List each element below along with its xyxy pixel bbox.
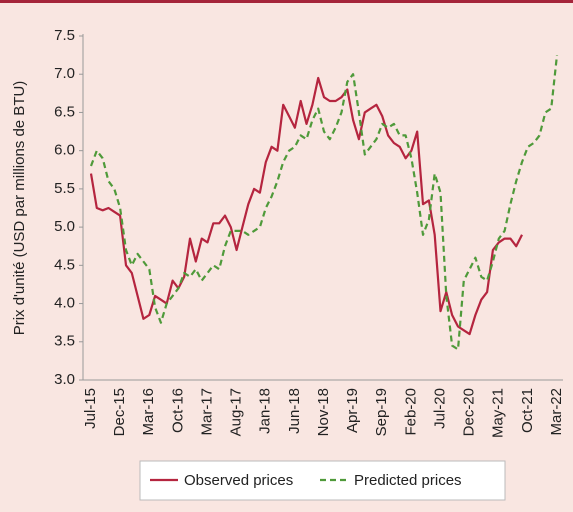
y-tick-label: 4.5 xyxy=(54,256,75,273)
x-tick-label: Mar-17 xyxy=(198,388,215,436)
x-tick-label: Aug-17 xyxy=(228,388,245,436)
series-line xyxy=(89,54,559,351)
y-tick-label: 3.5 xyxy=(54,333,75,350)
x-tick-label: Feb-20 xyxy=(402,388,419,436)
x-tick-label: May-21 xyxy=(490,388,507,438)
x-tick-label: Dec-20 xyxy=(461,388,478,436)
x-tick-label: Jun-18 xyxy=(286,388,303,434)
y-tick-label: 7.0 xyxy=(54,65,75,82)
top-border xyxy=(0,0,573,3)
x-tick-label: Mar-16 xyxy=(140,388,157,436)
y-axis-label: Prix d'unité (USD par millions de BTU) xyxy=(11,81,28,336)
x-tick-label: Oct-21 xyxy=(519,388,536,433)
legend-label: Observed prices xyxy=(184,472,293,489)
x-tick-label: Dec-15 xyxy=(111,388,128,436)
series-line xyxy=(89,76,523,336)
y-tick-label: 5.0 xyxy=(54,218,75,235)
y-tick-label: 4.0 xyxy=(54,295,75,312)
y-tick-label: 7.5 xyxy=(54,27,75,44)
y-tick-label: 5.5 xyxy=(54,180,75,197)
x-tick-label: Oct-16 xyxy=(169,388,186,433)
x-tick-label: Mar-22 xyxy=(548,388,565,436)
x-tick-label: Apr-19 xyxy=(344,388,361,433)
y-tick-label: 3.0 xyxy=(54,371,75,388)
x-tick-label: Jul-20 xyxy=(431,388,448,429)
y-tick-label: 6.5 xyxy=(54,103,75,120)
y-tick-label: 6.0 xyxy=(54,142,75,159)
x-tick-label: Sep-19 xyxy=(373,388,390,436)
legend-label: Predicted prices xyxy=(354,472,462,489)
x-tick-label: Nov-18 xyxy=(315,388,332,436)
x-tick-label: Jan-18 xyxy=(257,388,274,434)
x-tick-label: Jul-15 xyxy=(82,388,99,429)
